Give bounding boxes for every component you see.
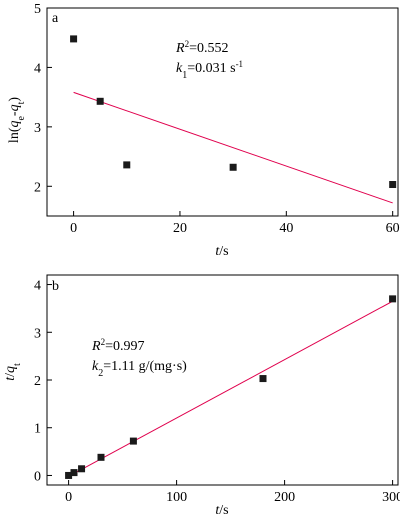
- panel-a: a 0 20 40 60 2 3 4 5 R2=0.552 k1=0.031 s-1 ln(q…: [7, 2, 400, 259]
- panel-a-x-axis-label: t/s: [215, 244, 228, 259]
- x-tick-label-2: 40: [279, 221, 293, 236]
- panel-b-y-axis-label: t/qt: [3, 363, 23, 381]
- x-tick-label-2: 200: [274, 490, 295, 505]
- panel-b-tick-labels: 0 100 200 300 0 1 2 3 4: [34, 279, 400, 505]
- panel-a-r2-annotation: R2=0.552: [175, 39, 228, 56]
- data-point-4: [389, 181, 397, 189]
- panel-b-frame: [46, 274, 399, 486]
- panel-a-points: [70, 35, 397, 189]
- panel-b: b 0 100 200 300 0 1 2 3 4 R2=0.997 k2=1.11 g/(mg…: [3, 274, 400, 518]
- data-point-3: [97, 453, 105, 461]
- panel-b-label: b: [52, 279, 59, 294]
- panel-b-r2-annotation: R2=0.997: [91, 337, 144, 354]
- data-point-0: [65, 471, 73, 479]
- x-tick-label-0: 0: [65, 490, 72, 505]
- x-tick-label-1: 20: [173, 221, 187, 236]
- x-tick-label-3: 300: [382, 490, 400, 505]
- data-point-0: [70, 35, 78, 43]
- y-tick-label-1: 3: [34, 121, 41, 136]
- panel-a-k-annotation: k1=0.031 s-1: [176, 59, 243, 81]
- x-tick-label-1: 100: [166, 490, 187, 505]
- data-point-1: [70, 469, 78, 477]
- data-point-1: [96, 97, 104, 105]
- y-tick-label-1: 1: [34, 422, 41, 437]
- panel-a-fit-line: [73, 91, 393, 204]
- data-point-5: [259, 375, 267, 383]
- panel-a-tick-labels: 0 20 40 60 2 3 4 5: [34, 2, 400, 236]
- panel-b-x-axis-label: t/s: [215, 503, 228, 518]
- panel-b-k-annotation: k2=1.11 g/(mg·s): [92, 359, 187, 379]
- y-tick-label-2: 2: [34, 374, 41, 389]
- y-tick-label-0: 0: [34, 469, 41, 484]
- data-point-3: [229, 163, 237, 171]
- panel-a-label: a: [52, 11, 59, 26]
- y-tick-label-4: 4: [34, 279, 41, 294]
- panel-a-ticks: [47, 7, 394, 216]
- panel-a-frame: [46, 7, 399, 217]
- x-tick-label-0: 0: [70, 221, 77, 236]
- y-tick-label-2: 4: [34, 61, 41, 76]
- data-point-6: [389, 295, 397, 303]
- data-point-2: [78, 465, 86, 473]
- panel-b-points: [65, 295, 397, 479]
- panel-b-ticks: [47, 284, 394, 485]
- x-tick-label-3: 60: [386, 221, 400, 236]
- y-tick-label-3: 5: [34, 2, 41, 17]
- y-tick-label-3: 3: [34, 326, 41, 341]
- data-point-2: [123, 161, 131, 169]
- panel-b-fit-line: [68, 300, 393, 477]
- panel-a-y-axis-label: ln(qe-qt): [7, 97, 27, 143]
- data-point-4: [129, 437, 137, 445]
- y-tick-label-0: 2: [34, 180, 41, 195]
